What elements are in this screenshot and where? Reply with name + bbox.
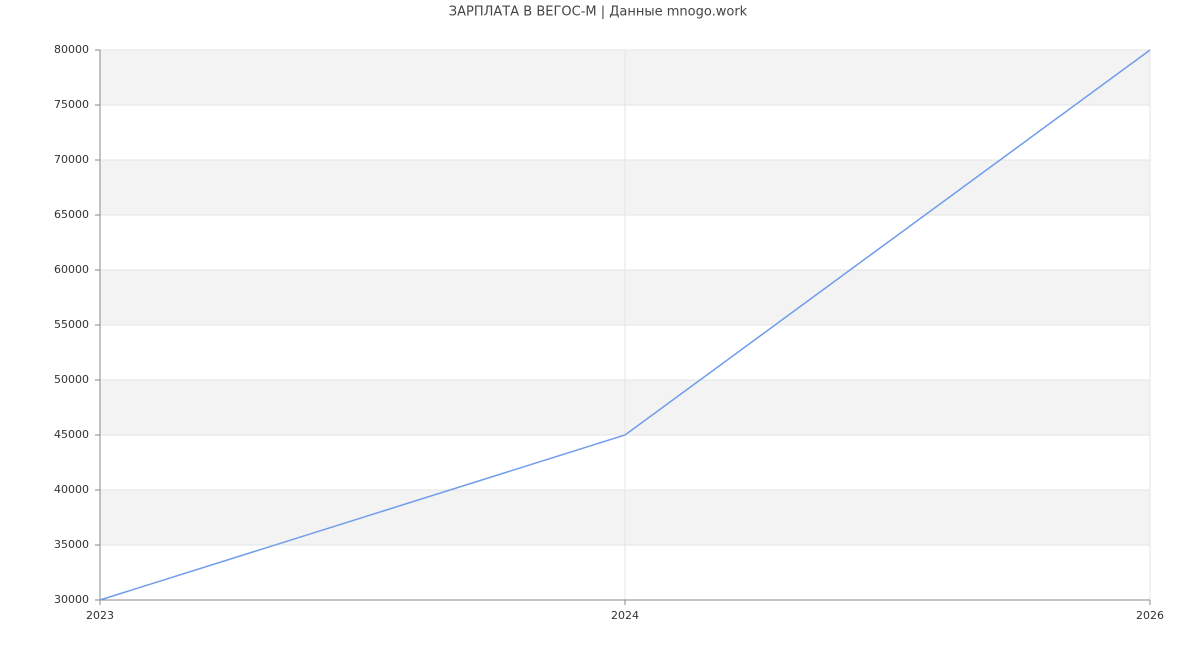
y-tick-label: 40000: [54, 483, 89, 496]
y-tick-label: 80000: [54, 43, 89, 56]
x-tick-label: 2024: [611, 609, 639, 622]
y-tick-label: 65000: [54, 208, 89, 221]
chart-title: ЗАРПЛАТА В ВЕГОС-М | Данные mnogo.work: [449, 5, 748, 20]
y-tick-label: 55000: [54, 318, 89, 331]
marks: [99, 49, 1151, 601]
y-tick-label: 60000: [54, 263, 89, 276]
y-tick-label: 70000: [54, 153, 89, 166]
x-tick-label: 2026: [1136, 609, 1164, 622]
y-tick-label: 50000: [54, 373, 89, 386]
y-tick-label: 45000: [54, 428, 89, 441]
x-tick-label: 2023: [86, 609, 114, 622]
y-tick-label: 75000: [54, 98, 89, 111]
y-tick-label: 35000: [54, 538, 89, 551]
line: [99, 49, 1151, 601]
y-tick-label: 30000: [54, 593, 89, 606]
